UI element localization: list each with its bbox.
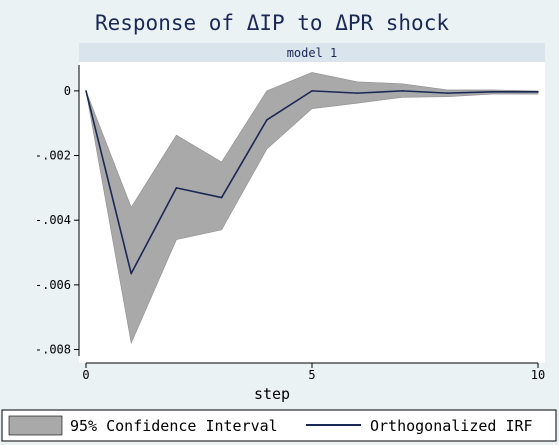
y-tick-label: -.008 bbox=[35, 343, 71, 357]
legend-swatch-confidence-band bbox=[8, 415, 63, 436]
y-tick-label: 0 bbox=[64, 84, 71, 98]
legend: 95% Confidence Interval Orthogonalized I… bbox=[1, 409, 557, 442]
panel-strip bbox=[79, 43, 545, 62]
legend-label-orthogonalized-irf: Orthogonalized IRF bbox=[370, 417, 533, 435]
irf-point bbox=[175, 187, 178, 189]
irf-point bbox=[311, 90, 313, 92]
irf-point bbox=[401, 90, 404, 92]
legend-box bbox=[1, 409, 557, 442]
panel-label: model 1 bbox=[287, 46, 338, 60]
irf-point bbox=[266, 119, 268, 121]
irf-point bbox=[220, 196, 223, 199]
chart-title: Response of ΔIP to ΔPR shock bbox=[95, 11, 449, 35]
y-tick-label: -.006 bbox=[35, 278, 71, 292]
irf-point bbox=[85, 90, 87, 92]
irf-point bbox=[537, 91, 539, 93]
irf-point bbox=[492, 91, 494, 93]
y-tick-label: -.002 bbox=[35, 149, 71, 163]
irf-point bbox=[130, 272, 132, 275]
y-ticks: 0 -.002 -.004 -.006 -.008 bbox=[35, 84, 79, 357]
irf-point bbox=[356, 92, 359, 94]
x-tick-label: 10 bbox=[531, 368, 545, 382]
x-tick-label: 0 bbox=[82, 368, 89, 382]
y-tick-label: -.004 bbox=[35, 213, 71, 227]
x-tick-label: 5 bbox=[308, 368, 315, 382]
x-ticks: 0 5 10 bbox=[82, 363, 545, 382]
x-axis-label: step bbox=[254, 385, 290, 403]
irf-point bbox=[446, 92, 449, 94]
legend-label-confidence-interval: 95% Confidence Interval bbox=[70, 417, 278, 435]
marks-layer bbox=[85, 72, 539, 345]
